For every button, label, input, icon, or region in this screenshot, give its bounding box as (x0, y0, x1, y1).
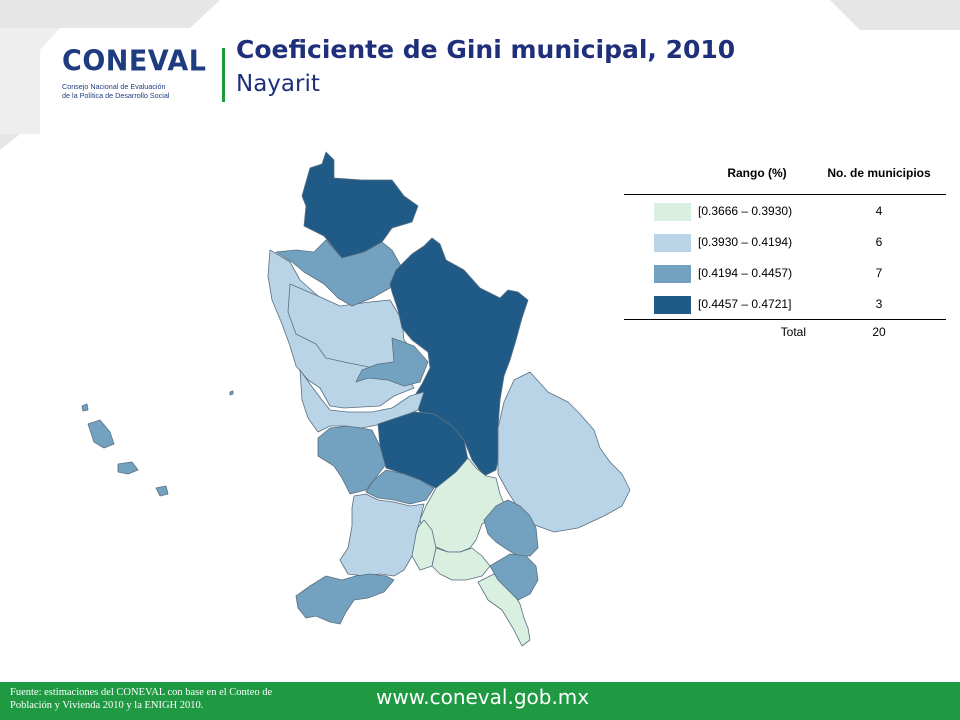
footer-bar: Fuente: estimaciones del CONEVAL con bas… (0, 682, 960, 720)
legend-total-row: Total 20 (624, 320, 946, 346)
municipality-region (299, 369, 425, 433)
legend-col-range: Rango (%) (727, 166, 787, 180)
legend-swatch (654, 296, 691, 314)
coneval-logo: CONEVAL Consejo Nacional de Evaluación d… (60, 45, 212, 106)
page-subtitle: Nayarit (236, 71, 320, 97)
island (81, 403, 89, 412)
logo-subtitle-line-2: de la Política de Desarrollo Social (62, 91, 170, 100)
legend-swatch (654, 203, 691, 221)
municipality-region (295, 573, 395, 625)
legend-total-count: 20 (872, 325, 886, 339)
footer-source-line-2: Población y Vivienda 2010 y la ENIGH 201… (10, 700, 204, 711)
logo-subtitle-line-1: Consejo Nacional de Evaluación (62, 82, 166, 91)
legend-count: 4 (875, 204, 883, 218)
legend-range: [0.3930 – 0.4194) (698, 235, 793, 249)
legend-row: [0.4194 – 0.4457) 7 (624, 257, 946, 288)
island (155, 485, 169, 497)
legend-count: 3 (875, 297, 883, 311)
legend-row: [0.3666 – 0.3930) 4 (624, 195, 946, 226)
map-legend: Rango (%) No. de municipios [0.3666 – 0.… (624, 160, 946, 346)
legend-count: 6 (875, 235, 883, 249)
municipality-region (489, 553, 539, 601)
municipality-region (365, 469, 435, 505)
logo-subtitle: Consejo Nacional de Evaluación de la Pol… (62, 82, 212, 100)
legend-range: [0.3666 – 0.3930) (698, 204, 793, 218)
footer-source-line-1: Fuente: estimaciones del CONEVAL con bas… (10, 687, 273, 698)
municipality-region (339, 493, 425, 577)
island (117, 461, 139, 475)
legend-col-count: No. de municipios (827, 166, 931, 180)
legend-rows: [0.3666 – 0.3930) 4 [0.3930 – 0.4194) 6 … (624, 195, 946, 320)
legend-swatch (654, 234, 691, 252)
municipality-region (483, 499, 539, 557)
legend-row: [0.4457 – 0.4721] 3 (624, 288, 946, 319)
page-title: Coeficiente de Gini municipal, 2010 (236, 35, 736, 64)
legend-total-label: Total (780, 325, 806, 339)
legend-header: Rango (%) No. de municipios (624, 160, 946, 195)
footer-source: Fuente: estimaciones del CONEVAL con bas… (10, 686, 330, 712)
legend-row: [0.3930 – 0.4194) 6 (624, 226, 946, 257)
legend-range: [0.4194 – 0.4457) (698, 266, 793, 280)
legend-swatch (654, 265, 691, 283)
municipality-region (431, 547, 491, 581)
municipality-region (301, 151, 419, 259)
legend-range: [0.4457 – 0.4721] (698, 297, 792, 311)
legend-count: 7 (875, 266, 883, 280)
footer-url-link[interactable]: www.coneval.gob.mx (376, 685, 590, 709)
island (87, 419, 115, 449)
municipality-region (275, 239, 403, 307)
logo-wordmark: CONEVAL (62, 45, 207, 78)
municipality-region (355, 337, 429, 387)
island (229, 390, 234, 396)
title-divider (222, 48, 225, 102)
